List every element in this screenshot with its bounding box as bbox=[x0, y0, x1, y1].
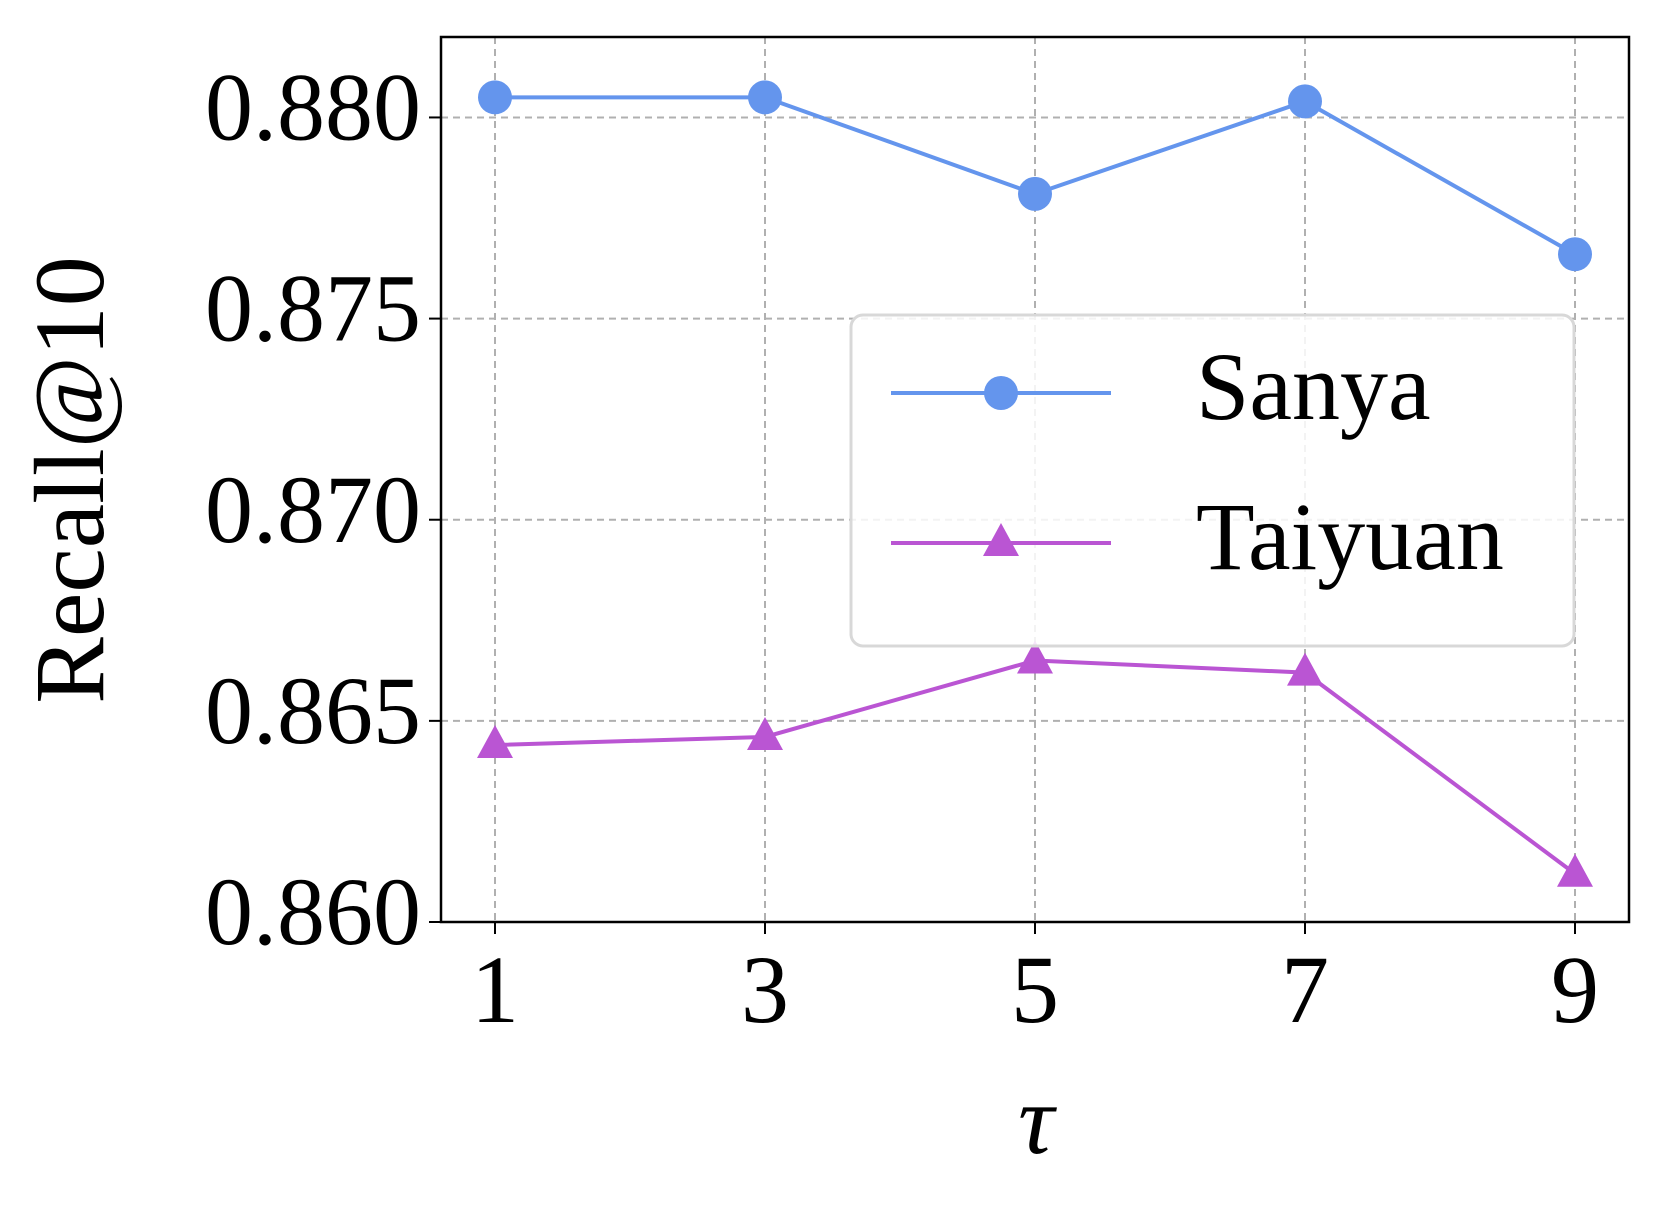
y-tick-label: 0.860 bbox=[205, 858, 421, 965]
legend-label: Taiyuan bbox=[1196, 483, 1504, 590]
legend-marker bbox=[984, 376, 1018, 410]
data-point bbox=[1017, 640, 1053, 674]
x-tick-label: 7 bbox=[1281, 936, 1329, 1043]
data-point bbox=[1557, 853, 1593, 887]
y-tick-label: 0.875 bbox=[205, 255, 421, 362]
data-point bbox=[1018, 176, 1052, 211]
data-point bbox=[1558, 237, 1592, 272]
data-point bbox=[748, 80, 782, 115]
y-tick-label: 0.870 bbox=[205, 456, 421, 563]
x-axis-label: τ bbox=[1018, 1064, 1057, 1175]
plot-frame bbox=[439, 35, 1631, 924]
data-point bbox=[1287, 652, 1323, 686]
x-tick-label: 3 bbox=[741, 936, 789, 1043]
y-axis-label: Recall@10 bbox=[14, 256, 125, 704]
legend-box bbox=[849, 313, 1576, 648]
legend-label: Sanya bbox=[1196, 333, 1431, 440]
y-tick-label: 0.880 bbox=[205, 53, 421, 160]
y-tick-label: 0.865 bbox=[205, 657, 421, 764]
data-point bbox=[477, 725, 513, 758]
x-tick-label: 9 bbox=[1551, 936, 1599, 1043]
data-point bbox=[1288, 84, 1322, 119]
x-tick-label: 1 bbox=[471, 936, 519, 1043]
x-tick-label: 5 bbox=[1011, 936, 1059, 1043]
legend-marker bbox=[983, 523, 1019, 556]
data-point bbox=[747, 716, 783, 750]
data-point bbox=[478, 80, 512, 115]
